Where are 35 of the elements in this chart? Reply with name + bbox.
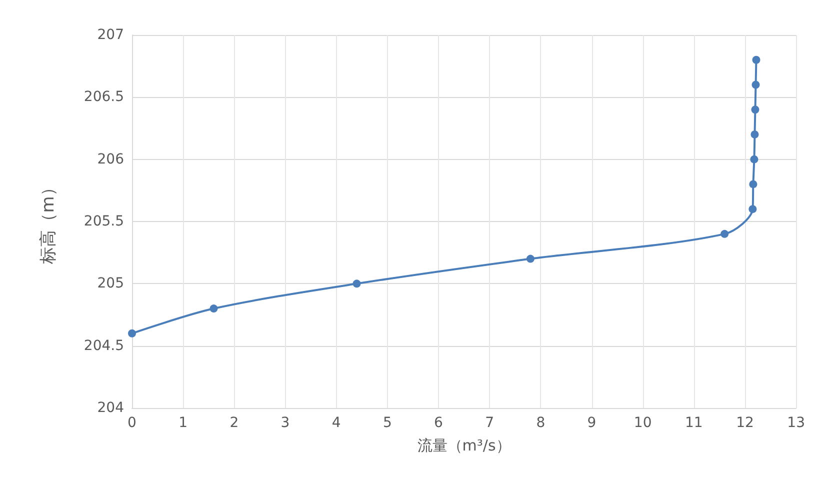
x-tick-label: 5 bbox=[382, 415, 392, 431]
x-tick-label: 7 bbox=[485, 415, 494, 431]
x-tick-label: 3 bbox=[280, 415, 290, 431]
x-tick-label: 8 bbox=[536, 415, 546, 431]
y-tick-label: 204.5 bbox=[84, 338, 124, 354]
x-tick-label: 1 bbox=[178, 415, 188, 431]
point bbox=[526, 254, 534, 263]
y-tick-label: 207 bbox=[97, 27, 124, 43]
point bbox=[751, 106, 760, 114]
x-tick-label: 0 bbox=[128, 415, 136, 431]
x-tick-label: 12 bbox=[736, 415, 754, 431]
y-tick-label: 204 bbox=[97, 400, 124, 416]
x-tick-label: 9 bbox=[587, 415, 596, 431]
x-tick-label: 6 bbox=[434, 415, 444, 431]
point bbox=[210, 304, 218, 313]
point bbox=[128, 329, 136, 338]
y-tick-label: 206 bbox=[97, 151, 124, 168]
x-tick-label: 11 bbox=[685, 415, 703, 431]
point bbox=[752, 56, 760, 64]
point bbox=[750, 155, 758, 164]
point bbox=[720, 230, 729, 238]
x-tick-label: 4 bbox=[332, 415, 341, 431]
x-tick-label: 10 bbox=[634, 415, 652, 431]
y-axis-title: 标高（m） bbox=[38, 179, 58, 265]
point bbox=[750, 130, 759, 138]
y-tick-label: 205 bbox=[97, 276, 124, 292]
x-tick-label: 2 bbox=[230, 415, 239, 431]
point bbox=[749, 180, 758, 188]
x-axis-title: 流量（m³/s） bbox=[417, 436, 511, 454]
point bbox=[352, 280, 361, 288]
x-tick-label: 13 bbox=[787, 415, 806, 431]
y-tick-label: 205.5 bbox=[84, 214, 124, 230]
point bbox=[752, 80, 760, 89]
y-tick-label: 206.5 bbox=[84, 89, 124, 106]
point bbox=[748, 205, 757, 214]
